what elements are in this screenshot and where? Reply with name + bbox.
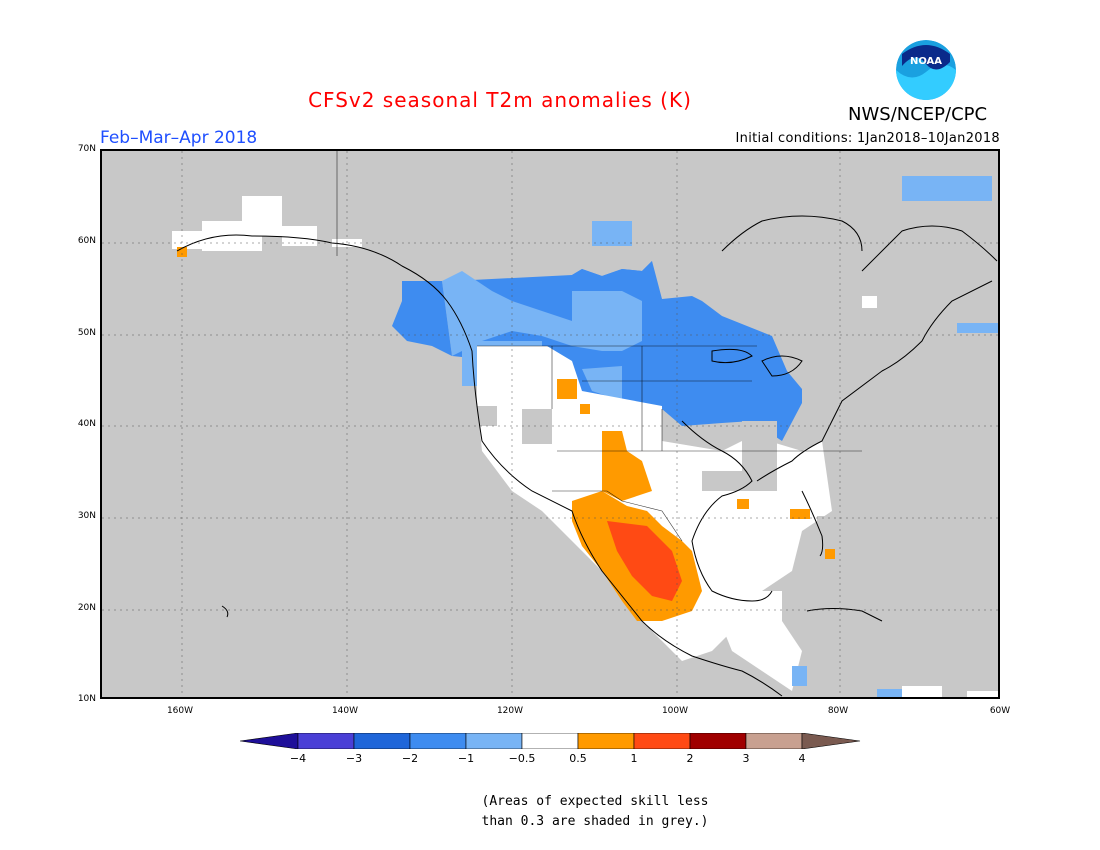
colorbar — [240, 733, 861, 749]
colorbar-swatch — [353, 733, 411, 749]
graticule — [102, 151, 998, 697]
region-canada-cold — [392, 176, 998, 441]
lon-tick-160w: 160W — [166, 706, 194, 716]
colorbar-label: 1 — [630, 752, 638, 765]
colorbar-swatch — [633, 733, 691, 749]
lat-tick-60n: 60N — [77, 236, 96, 246]
lon-tick-80w: 80W — [827, 706, 849, 716]
colorbar-label: −3 — [345, 752, 363, 765]
lat-tick-50n: 50N — [77, 328, 96, 338]
colorbar-label: 4 — [798, 752, 806, 765]
lat-tick-10n: 10N — [77, 694, 96, 704]
colorbar-swatch — [409, 733, 467, 749]
lat-tick-40n: 40N — [77, 419, 96, 429]
forecast-period: Feb–Mar–Apr 2018 — [100, 128, 258, 148]
anomaly-map — [102, 151, 998, 697]
map-panel — [100, 149, 1000, 699]
region-central-america — [712, 296, 998, 697]
lat-tick-30n: 30N — [77, 511, 96, 521]
political-borders — [336, 151, 862, 542]
initial-conditions: Initial conditions: 1Jan2018–10Jan2018 — [735, 131, 1000, 146]
coastlines — [176, 215, 998, 697]
colorbar-swatch — [297, 733, 355, 749]
lat-tick-70n: 70N — [77, 144, 96, 154]
lat-tick-20n: 20N — [77, 603, 96, 613]
skill-note-line-1: (Areas of expected skill less — [481, 794, 709, 809]
region-mexico-warm — [557, 379, 835, 621]
noaa-logo: NOAA — [896, 40, 956, 100]
colorbar-swatch — [240, 733, 299, 749]
colorbar-label: 2 — [686, 752, 694, 765]
lon-tick-60w: 60W — [989, 706, 1011, 716]
agency-label: NWS/NCEP/CPC — [848, 104, 988, 125]
lon-tick-100w: 100W — [661, 706, 689, 716]
colorbar-swatch — [465, 733, 523, 749]
lon-tick-120w: 120W — [496, 706, 524, 716]
colorbar-swatch — [577, 733, 635, 749]
colorbar-label: 0.5 — [569, 752, 587, 765]
colorbar-swatch — [801, 733, 861, 749]
colorbar-label: −1 — [457, 752, 475, 765]
skill-note-line-2: than 0.3 are shaded in grey.) — [481, 814, 709, 829]
map-title: CFSv2 seasonal T2m anomalies (K) — [308, 88, 692, 112]
colorbar-label: −2 — [401, 752, 419, 765]
colorbar-label: −0.5 — [508, 752, 536, 765]
skill-note: (Areas of expected skill less than 0.3 a… — [0, 792, 1100, 832]
colorbar-label: 3 — [742, 752, 750, 765]
logo-text: NOAA — [910, 56, 942, 67]
colorbar-swatch — [521, 733, 579, 749]
lon-tick-140w: 140W — [331, 706, 359, 716]
colorbar-swatch — [745, 733, 803, 749]
colorbar-swatch — [689, 733, 747, 749]
colorbar-label: −4 — [289, 752, 307, 765]
